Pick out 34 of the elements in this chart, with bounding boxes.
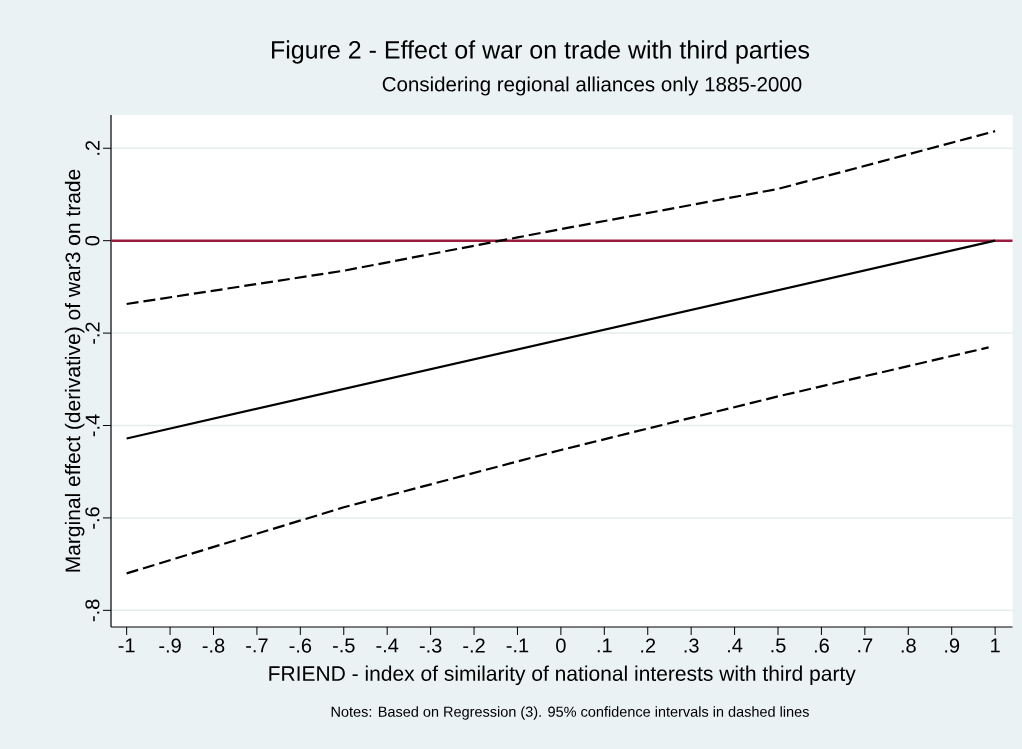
x-tick-label: .8: [901, 638, 916, 653]
x-axis-title: FRIEND - index of similarity of national interests with third party: [269, 665, 856, 686]
x-tick-label: .6: [814, 638, 829, 653]
x-tick-label: .3: [684, 638, 699, 653]
x-tick-label: -.4: [376, 638, 399, 653]
x-tick-label: -.8: [202, 638, 225, 653]
line-series: [125, 346, 990, 575]
x-tick-label: -.3: [419, 638, 442, 653]
x-tick-label: -.9: [159, 638, 181, 653]
x-tick-label: -.7: [246, 638, 268, 653]
x-tick-label: 1: [991, 638, 1000, 653]
line-series: [125, 130, 997, 306]
y-axis-title: Marginal effect (derivative) of war3 on trade: [64, 169, 85, 572]
x-tick-label: .5: [771, 638, 786, 653]
y-tick-label: -.4: [85, 414, 100, 437]
x-tick-label: -.2: [463, 638, 485, 653]
y-tick-label: -.2: [85, 322, 100, 344]
x-tick-label: .4: [728, 638, 743, 653]
x-tick-label: .7: [858, 638, 873, 653]
x-tick-label: .9: [945, 638, 960, 653]
x-tick-label: -.6: [289, 638, 312, 653]
x-tick-label: -.1: [506, 638, 529, 653]
text: Notes: Based on Regression (3). 95% confidence intervals in dashed lines: [331, 706, 809, 720]
chart-title: Figure 2 - Effect of war on trade with third parties: [272, 40, 810, 64]
y-tick-label: -.8: [85, 599, 100, 622]
y-tick-label: -.6: [85, 507, 100, 529]
y-tick-label: .2: [85, 140, 100, 155]
chart-subtitle: Considering regional alliances only 1885-2000: [382, 76, 802, 96]
x-tick-label: 0: [556, 638, 566, 653]
x-tick-label: -1: [118, 638, 135, 653]
y-tick-label: 0: [85, 235, 100, 246]
x-tick-label: -.5: [332, 638, 355, 653]
x-tick-label: .2: [641, 638, 656, 653]
x-tick-label: .1: [597, 638, 612, 653]
